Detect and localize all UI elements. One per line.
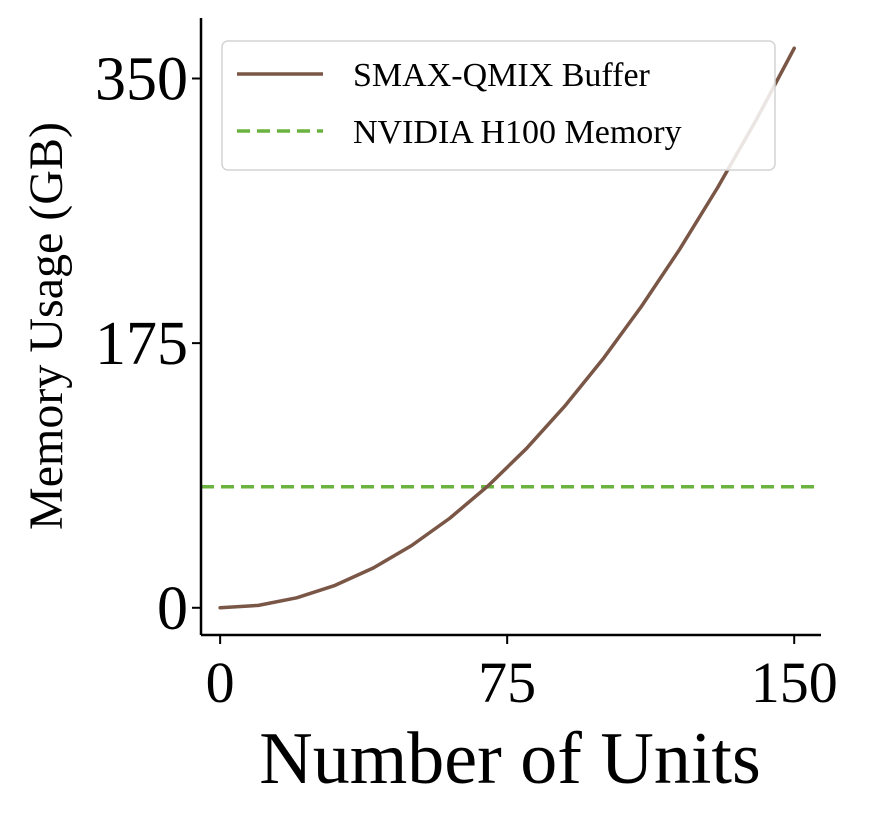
- legend-label-smax-qmix: SMAX-QMIX Buffer: [353, 57, 651, 94]
- plot-lines: [201, 46, 821, 610]
- legend-box: [221, 40, 776, 171]
- y-tick-label: 350: [95, 45, 188, 113]
- series-line-0: [218, 46, 796, 610]
- y-axis-label: Memory Usage (GB): [20, 122, 73, 530]
- x-tick-label: 150: [751, 650, 838, 715]
- y-tick-label: 175: [95, 310, 188, 378]
- legend-label-h100: NVIDIA H100 Memory: [353, 114, 682, 151]
- x-axis-label: Number of Units: [259, 718, 761, 800]
- y-ticks: 0 175 350: [95, 45, 201, 643]
- x-tick-label: 0: [206, 650, 235, 715]
- x-ticks: 0 75 150: [206, 635, 838, 715]
- legend: SMAX-QMIX Buffer NVIDIA H100 Memory: [221, 40, 776, 171]
- x-tick-label: 75: [478, 650, 536, 715]
- y-tick-label: 0: [157, 575, 188, 643]
